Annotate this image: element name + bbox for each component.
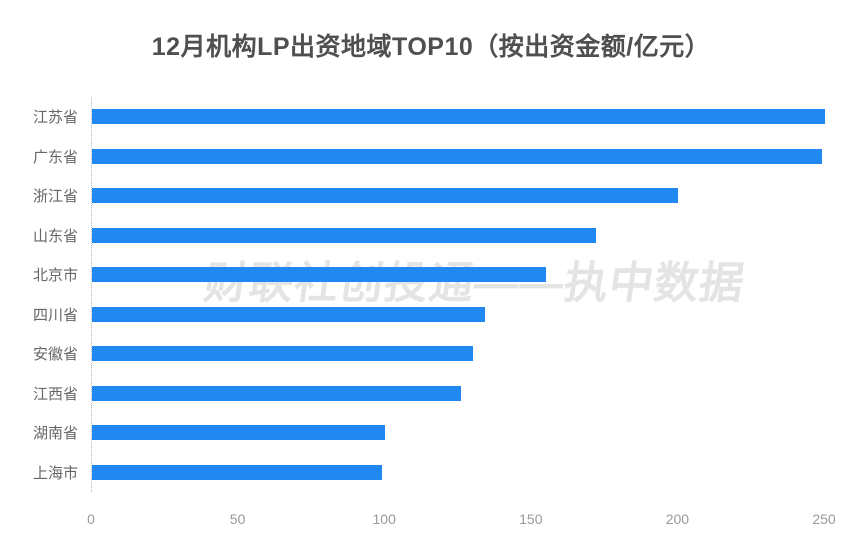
category-label: 浙江省 [32, 188, 78, 206]
x-tick-label: 50 [229, 511, 246, 527]
bar [92, 425, 386, 441]
bar-row [92, 176, 825, 216]
bar [92, 227, 597, 243]
bar [92, 267, 547, 283]
bar [92, 148, 823, 164]
bar [92, 109, 825, 125]
bar [92, 464, 383, 480]
x-tick-label: 150 [519, 511, 543, 527]
bar [92, 188, 679, 204]
bar-row [92, 374, 825, 414]
x-tick-label: 200 [665, 511, 690, 527]
bar-row [92, 453, 825, 493]
bar-row [92, 413, 825, 453]
x-axis-labels: 0 50 100 150 200 250 [87, 511, 836, 531]
category-label: 广东省 [32, 148, 78, 166]
plot-area [91, 97, 825, 492]
category-label: 湖南省 [32, 425, 78, 443]
bar-row [92, 334, 825, 374]
bar-row [92, 295, 825, 335]
bar-row [92, 97, 825, 137]
bar-rows [92, 97, 825, 492]
bar [92, 346, 474, 362]
bar-row [92, 216, 825, 256]
bar [92, 385, 462, 401]
category-label: 北京市 [32, 267, 78, 285]
x-tick-label: 100 [372, 511, 396, 527]
category-label: 安徽省 [32, 346, 78, 364]
category-label: 上海市 [32, 464, 78, 482]
bar-row [92, 255, 825, 295]
category-label: 四川省 [32, 306, 78, 324]
y-axis-labels: 江苏省广东省浙江省山东省北京市四川省安徽省江西省湖南省上海市 [0, 97, 78, 492]
bar [92, 306, 485, 322]
x-tick-label: 250 [812, 511, 836, 527]
x-tick-label: 0 [87, 511, 95, 527]
bar-row [92, 137, 825, 177]
category-label: 江西省 [32, 385, 78, 403]
chart-title: 12月机构LP出资地域TOP10（按出资金额/亿元） [151, 33, 711, 61]
category-label: 江苏省 [32, 109, 78, 127]
category-label: 山东省 [32, 227, 78, 245]
